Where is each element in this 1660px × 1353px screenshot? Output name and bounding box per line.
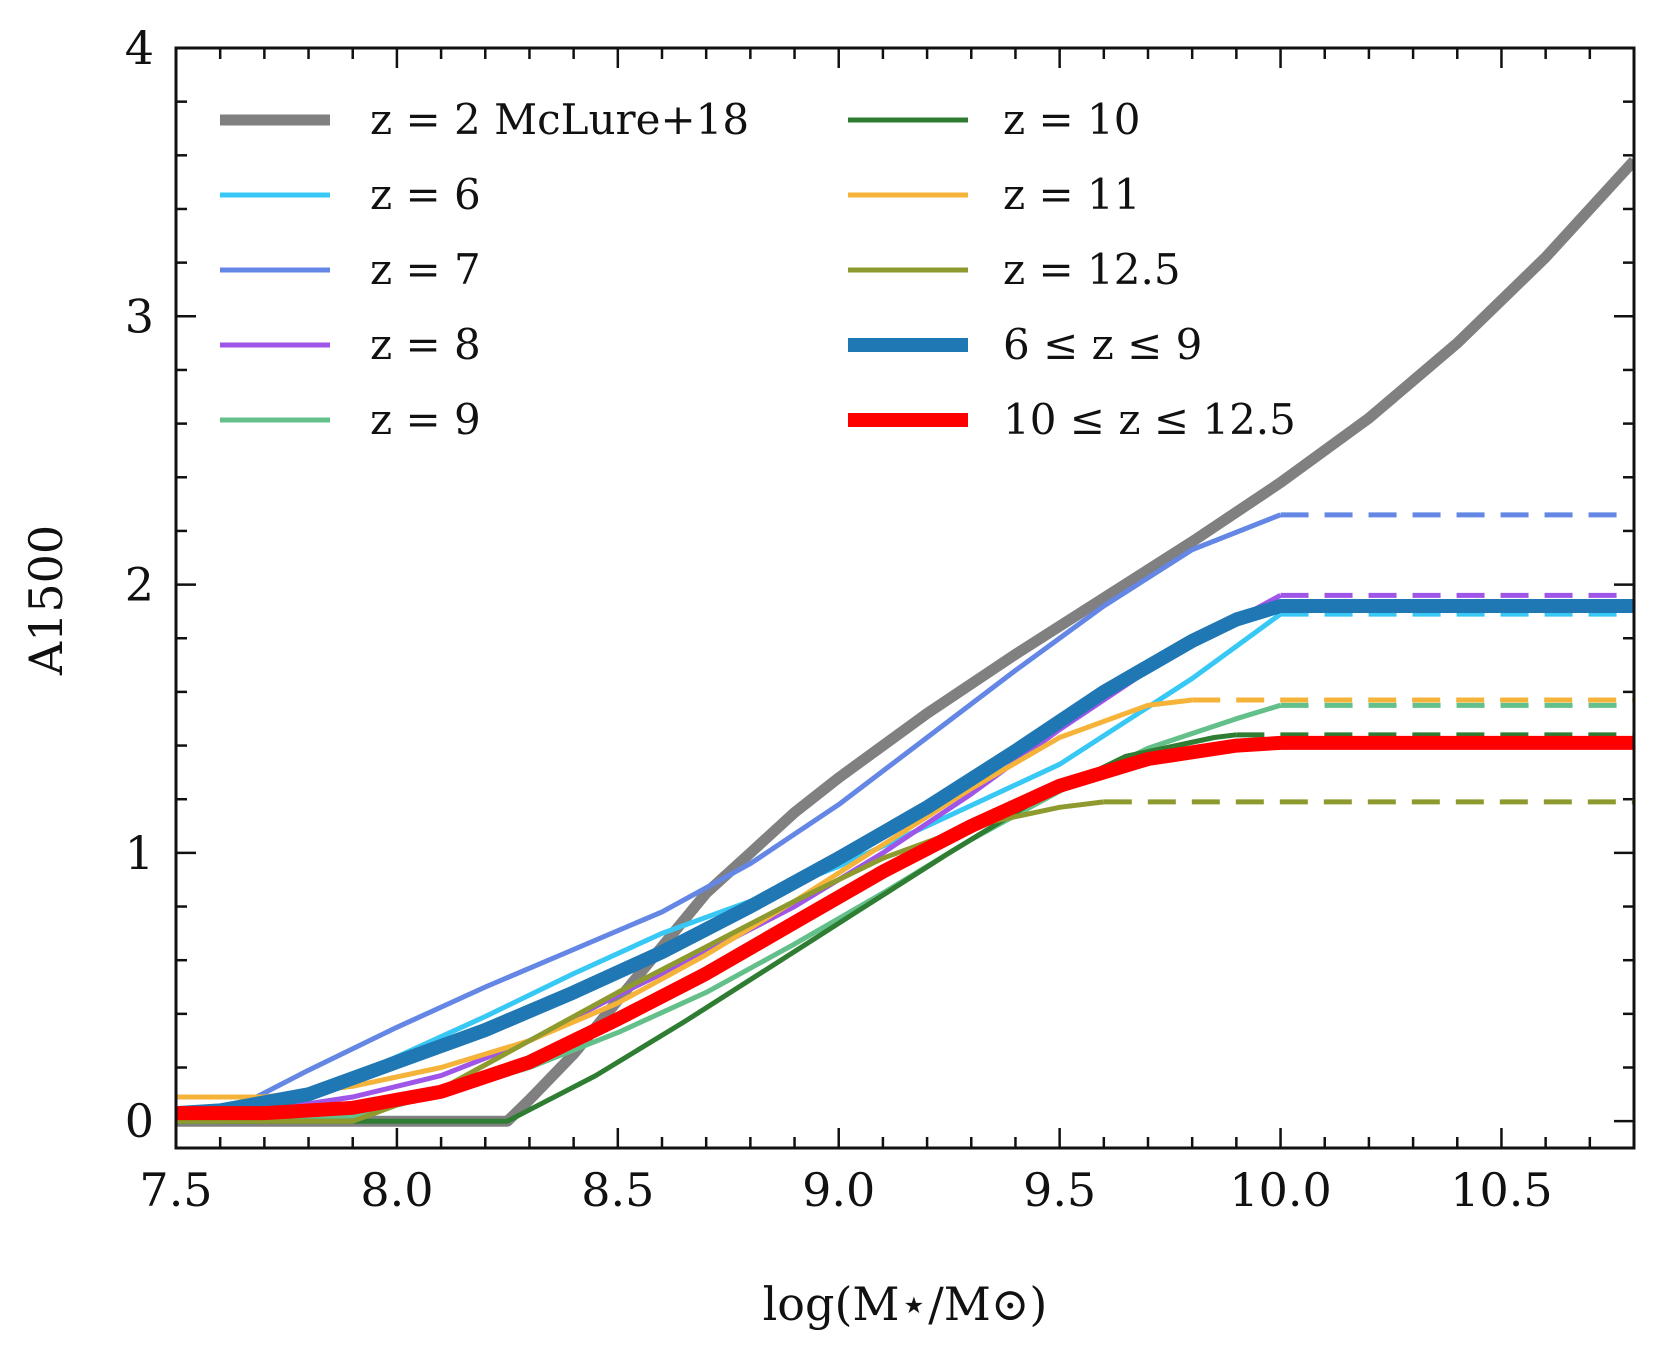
- series-line: [176, 156, 1634, 1127]
- x-tick-label: 10.0: [1229, 1163, 1331, 1217]
- legend-label: z = 2 McLure+18: [370, 95, 749, 144]
- y-axis-label: A1500: [19, 525, 73, 676]
- series-line: [176, 512, 1282, 1124]
- plot-frame: [174, 46, 1636, 1150]
- series-line: [176, 599, 1634, 1121]
- series-line: [176, 593, 1282, 1119]
- tick-labels: 7.5 8.0 8.5 9.0 9.5 10.0 10.5 0 1 2 3 4: [125, 21, 1553, 1217]
- x-axis-label: log(M⋆/M⊙): [763, 1277, 1048, 1331]
- legend-label: 10 ≤ z ≤ 12.5: [1003, 395, 1296, 444]
- series-layer: [176, 156, 1634, 1127]
- legend-label: z = 8: [370, 320, 481, 369]
- y-tick-label: 3: [125, 289, 154, 343]
- x-tick-label: 8.5: [581, 1163, 654, 1217]
- y-tick-label: 1: [125, 826, 154, 880]
- x-tick-label: 8.0: [360, 1163, 433, 1217]
- series-line: [176, 735, 1634, 1121]
- legend-label: z = 7: [370, 245, 481, 294]
- y-tick-label: 4: [125, 21, 154, 75]
- y-tick-label: 2: [125, 558, 154, 612]
- legend-label: z = 9: [370, 395, 481, 444]
- y-tick-label: 0: [125, 1094, 154, 1148]
- x-tick-label: 10.5: [1450, 1163, 1552, 1217]
- x-tick-label: 9.5: [1023, 1163, 1096, 1217]
- legend-label: z = 10: [1003, 95, 1140, 144]
- series-line: [176, 697, 1193, 1100]
- legend-label: z = 12.5: [1003, 245, 1181, 294]
- legend: z = 2 McLure+18 z = 6 z = 7 z = 8 z = 9 z = 1…: [220, 95, 1296, 444]
- series-line: [176, 732, 1237, 1124]
- x-tick-label: 7.5: [139, 1163, 212, 1217]
- legend-label: z = 6: [370, 170, 481, 219]
- legend-label: 6 ≤ z ≤ 9: [1003, 320, 1202, 369]
- legend-label: z = 11: [1003, 170, 1140, 219]
- x-tick-label: 9.0: [802, 1163, 875, 1217]
